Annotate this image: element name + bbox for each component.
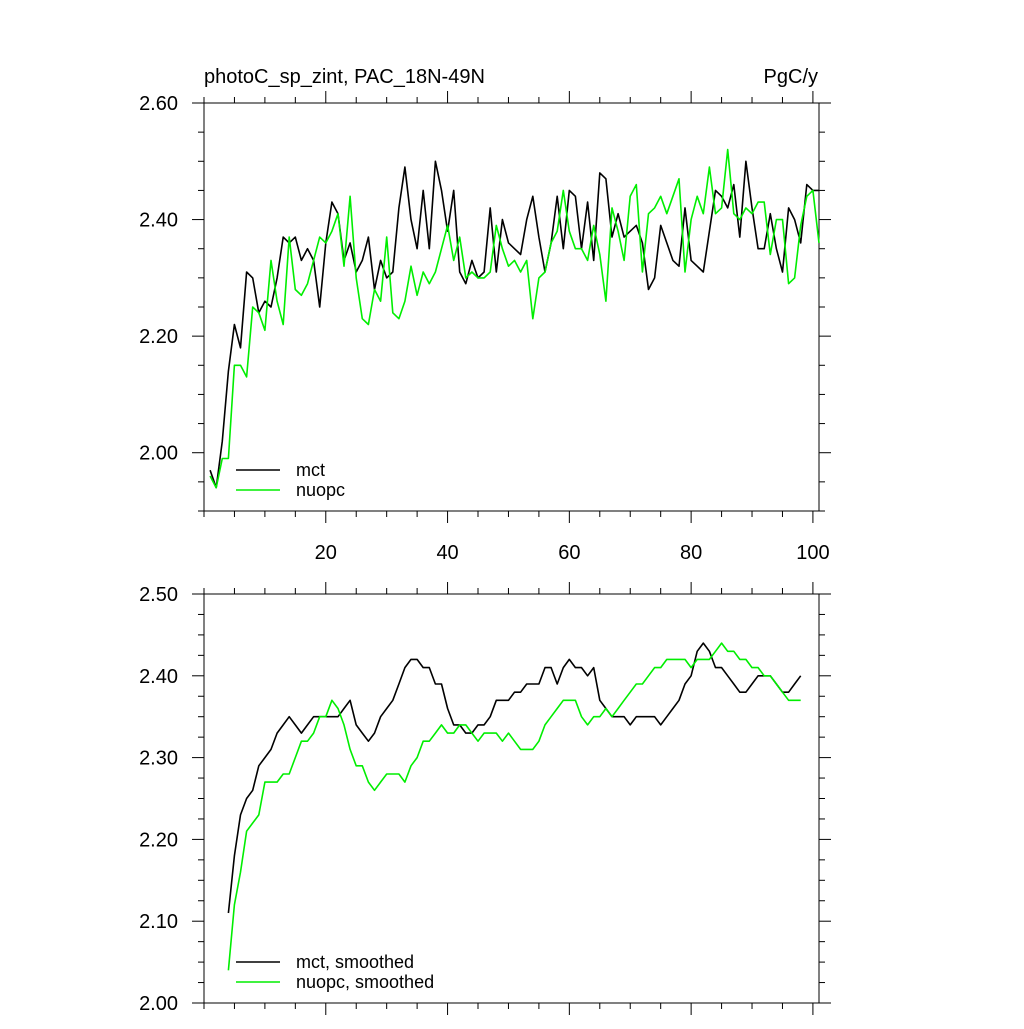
top-y-tick-label: 2.60 <box>139 93 178 115</box>
top-x-tick-label: 20 <box>315 542 337 564</box>
bottom-y-tick-label: 2.00 <box>139 993 178 1015</box>
chart-title-left: photoC_sp_zint, PAC_18N-49N <box>204 66 485 88</box>
top-legend-label: mct <box>296 460 325 480</box>
bottom-plot-frame <box>204 594 819 1003</box>
top-series-line-nuopc <box>210 150 819 488</box>
bottom-y-tick-label: 2.20 <box>139 829 178 851</box>
top-panel: photoC_sp_zint, PAC_18N-49N PgC/y 2.00 2.… <box>139 66 831 564</box>
top-y-tick-label: 2.40 <box>139 210 178 232</box>
top-y-tick-label: 2.00 <box>139 443 178 465</box>
top-series-line-mct <box>210 161 819 487</box>
top-legend-label: nuopc <box>296 480 345 500</box>
bottom-legend-label: nuopc, smoothed <box>296 972 434 992</box>
top-x-tick-label: 80 <box>680 542 702 564</box>
top-y-tick-label: 2.20 <box>139 326 178 348</box>
bottom-y-tick-label: 2.10 <box>139 911 178 933</box>
bottom-y-tick-label: 2.30 <box>139 748 178 770</box>
bottom-legend-label: mct, smoothed <box>296 952 414 972</box>
top-x-tick-label: 60 <box>558 542 580 564</box>
bottom-y-tick-label: 2.40 <box>139 666 178 688</box>
top-x-tick-label: 100 <box>796 542 829 564</box>
chart-title-units: PgC/y <box>764 66 818 88</box>
bottom-y-tick-label: 2.50 <box>139 584 178 606</box>
bottom-panel: 2.00 2.10 2.20 2.30 2.40 2.50 mct, smoothednuo… <box>139 582 831 1015</box>
bottom-series-line-mct-smoothed <box>228 643 800 913</box>
top-x-tick-label: 40 <box>436 542 458 564</box>
